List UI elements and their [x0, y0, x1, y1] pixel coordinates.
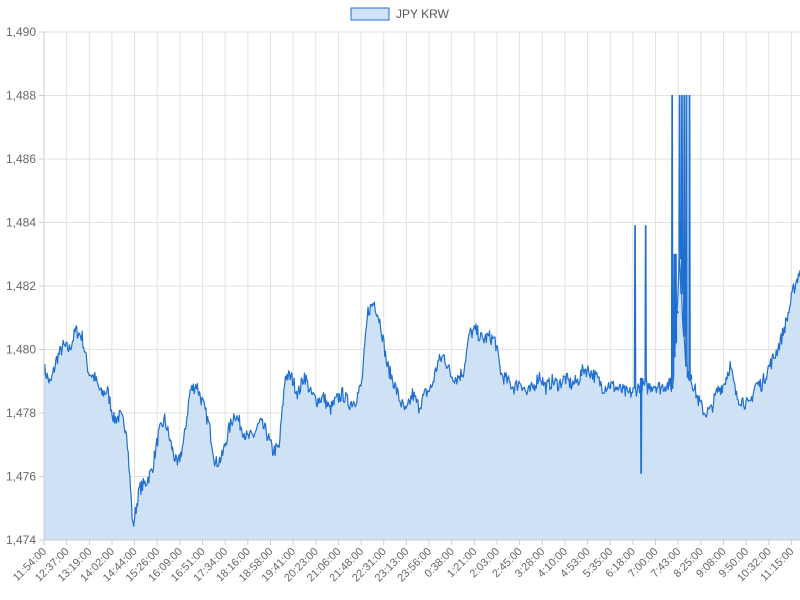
series-fill-jpy-krw [44, 95, 800, 540]
y-tick-label: 1,480 [6, 343, 36, 357]
y-tick-label: 1,478 [6, 406, 36, 420]
x-axis: 11:54:0012:37:0013:19:0014:02:0014:44:00… [11, 539, 800, 584]
series-area [43, 94, 800, 540]
legend-label-jpy-krw[interactable]: JPY KRW [396, 7, 450, 21]
legend-swatch-jpy-krw[interactable] [350, 7, 390, 21]
y-tick-label: 1,488 [6, 89, 36, 103]
y-tick-label: 1,486 [6, 152, 36, 166]
legend[interactable]: JPY KRW [350, 7, 450, 21]
series-line-jpy-krw [43, 94, 800, 527]
y-axis: 1,474 1,476 1,478 1,480 1,482 1,484 1,486 1,488… [6, 25, 45, 547]
y-tick-label: 1,474 [6, 533, 36, 547]
y-tick-label: 1,482 [6, 279, 36, 293]
y-tick-label: 1,484 [6, 216, 36, 230]
y-tick-label: 1,476 [6, 470, 36, 484]
y-tick-label: 1,490 [6, 25, 36, 39]
